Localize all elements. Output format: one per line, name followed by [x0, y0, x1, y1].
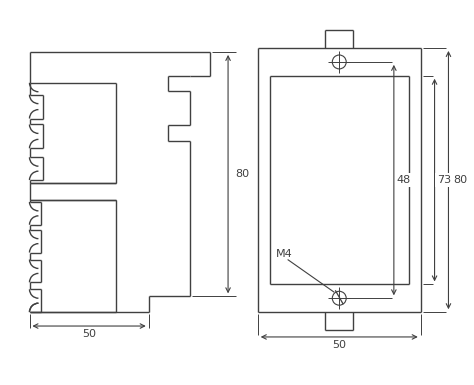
Text: 80: 80: [235, 169, 249, 179]
Text: 50: 50: [82, 329, 96, 339]
Text: 48: 48: [397, 175, 411, 185]
Text: M4: M4: [276, 249, 292, 259]
Text: 73: 73: [438, 175, 452, 185]
Text: 50: 50: [332, 340, 346, 350]
Text: 80: 80: [453, 175, 467, 185]
